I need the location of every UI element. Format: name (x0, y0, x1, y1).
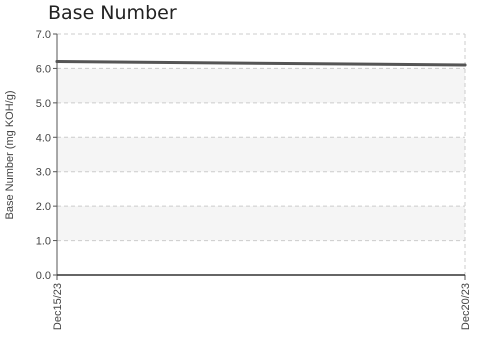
background-band (57, 68, 465, 103)
chart-title: Base Number (48, 2, 177, 24)
background-bands (57, 68, 465, 241)
y-tick-label: 1.0 (36, 236, 51, 248)
x-tick-label: Dec15/23 (52, 283, 64, 330)
y-tick-label: 0.0 (36, 270, 51, 282)
data-series (55, 60, 467, 67)
axes (53, 33, 466, 280)
data-point (463, 63, 467, 67)
y-tick-label: 7.0 (36, 29, 51, 41)
data-point (55, 60, 59, 64)
y-tick-label: 6.0 (36, 63, 51, 75)
y-tick-label: 3.0 (36, 167, 51, 179)
x-tick-labels: Dec15/23 Dec20/23 (52, 283, 472, 330)
background-band (57, 137, 465, 172)
y-axis-title: Base Number (mg KOH/g) (4, 91, 16, 220)
x-tick-label: Dec20/23 (460, 283, 472, 330)
y-tick-label: 4.0 (36, 132, 51, 144)
series-line (55, 60, 467, 67)
y-tick-labels: 0.0 1.0 2.0 3.0 4.0 5.0 6.0 7.0 (36, 29, 51, 282)
y-tick-label: 5.0 (36, 98, 51, 110)
background-band (57, 206, 465, 241)
y-tick-label: 2.0 (36, 201, 51, 213)
